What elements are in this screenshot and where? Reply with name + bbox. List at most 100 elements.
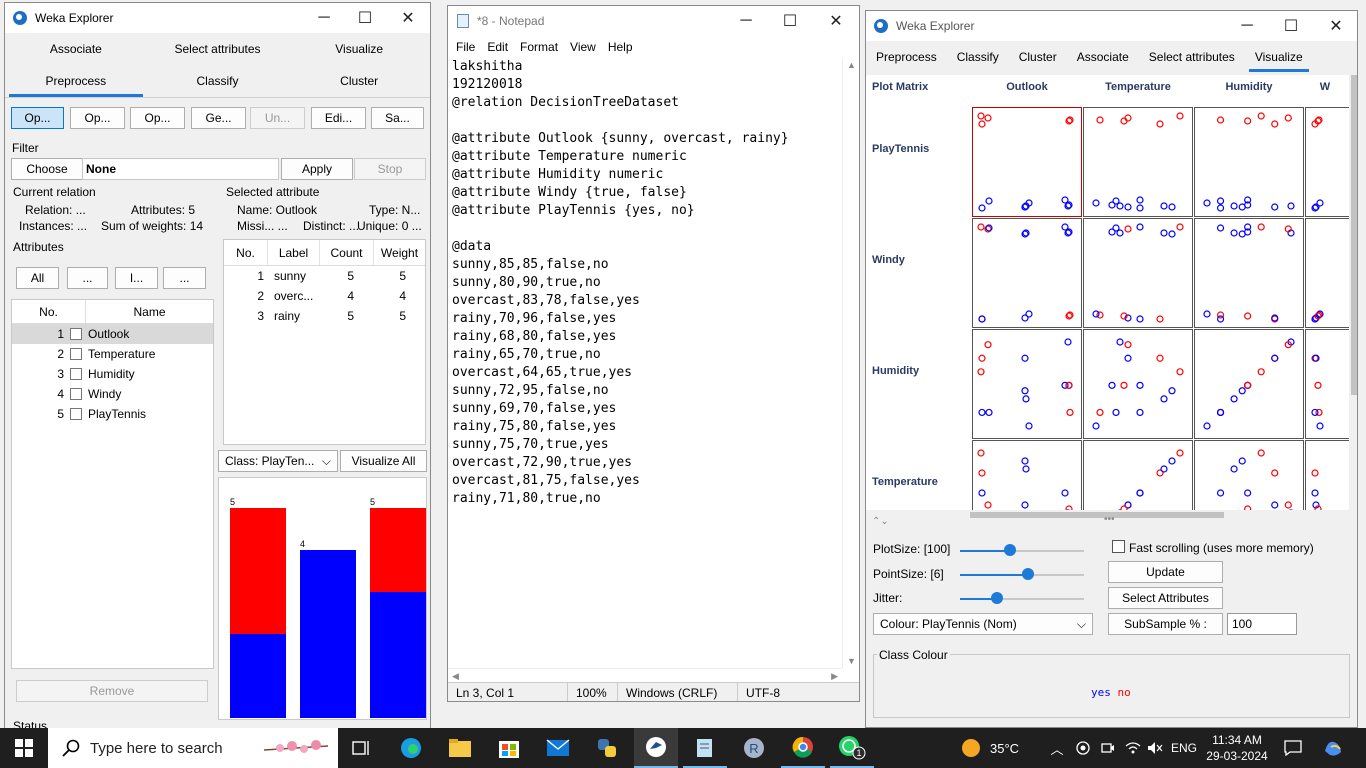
mail-icon[interactable] bbox=[536, 728, 580, 768]
tab-associate[interactable]: Associate bbox=[1076, 50, 1129, 64]
subsample-button[interactable]: SubSample % : bbox=[1108, 613, 1223, 635]
tab-select-attributes[interactable]: Select attributes bbox=[174, 42, 261, 56]
copilot-icon[interactable] bbox=[1316, 728, 1350, 768]
whatsapp-icon[interactable]: 1 bbox=[830, 728, 874, 768]
select-all-button[interactable]: All bbox=[16, 267, 59, 289]
scatter-cell[interactable] bbox=[972, 329, 1082, 439]
tab-cluster[interactable]: Cluster bbox=[1018, 50, 1057, 64]
choose-filter-button[interactable]: Choose bbox=[11, 158, 83, 180]
task-view-icon[interactable] bbox=[340, 728, 384, 768]
split-handle-icon[interactable]: ••• bbox=[1104, 514, 1115, 525]
chevron-up-icon[interactable]: ︿ bbox=[1050, 741, 1064, 757]
language-indicator[interactable]: ENG bbox=[1170, 741, 1197, 755]
update-button[interactable]: Update bbox=[1108, 561, 1223, 583]
table-row[interactable]: 1 sunny 5 5 bbox=[257, 269, 406, 283]
maximize-icon[interactable]: ☐ bbox=[782, 13, 798, 30]
plot-size-knob[interactable] bbox=[1003, 544, 1016, 556]
microsoft-store-icon[interactable] bbox=[487, 728, 531, 768]
menu-file[interactable]: File bbox=[456, 40, 476, 54]
pattern-button[interactable]: ... bbox=[163, 267, 206, 289]
open-db-button[interactable]: Op... bbox=[130, 107, 185, 129]
search-box[interactable]: Type here to search bbox=[48, 728, 338, 768]
table-row[interactable]: 3 rainy 5 5 bbox=[257, 309, 406, 323]
remove-button[interactable]: Remove bbox=[16, 680, 208, 702]
class-yes-label[interactable]: yes bbox=[1091, 686, 1111, 699]
jitter-knob[interactable] bbox=[991, 592, 1004, 604]
scatter-cell[interactable] bbox=[972, 107, 1082, 217]
close-icon[interactable]: ✕ bbox=[829, 13, 843, 30]
table-row[interactable]: 5 PlayTennis bbox=[57, 407, 147, 421]
title-bar[interactable]: Weka Explorer ─ ☐ ✕ bbox=[866, 11, 1357, 41]
text-editor[interactable]: lakshitha 192120018 @relation DecisionTree… bbox=[452, 58, 842, 668]
subsample-input[interactable]: 100 bbox=[1227, 613, 1297, 635]
point-size-knob[interactable] bbox=[1022, 568, 1035, 580]
invert-button[interactable]: I... bbox=[115, 267, 158, 289]
checkbox[interactable] bbox=[70, 328, 82, 340]
generate-button[interactable]: Ge... bbox=[191, 107, 246, 129]
open-url-button[interactable]: Op... bbox=[70, 107, 125, 129]
apply-button[interactable]: Apply bbox=[281, 158, 353, 180]
scroll-down-icon[interactable]: ▼ bbox=[847, 656, 856, 666]
scatter-cell[interactable] bbox=[1083, 107, 1193, 217]
table-row[interactable]: 4 Windy bbox=[57, 387, 122, 401]
maximize-icon[interactable]: ☐ bbox=[357, 10, 373, 27]
scatter-cell[interactable] bbox=[972, 218, 1082, 328]
scatter-cell[interactable] bbox=[1083, 329, 1193, 439]
tab-visualize[interactable]: Visualize bbox=[335, 42, 384, 56]
select-attributes-button[interactable]: Select Attributes bbox=[1108, 587, 1223, 609]
notepad-taskbar-icon[interactable] bbox=[683, 728, 727, 768]
scatter-cell[interactable] bbox=[1305, 440, 1349, 510]
scatter-cell[interactable] bbox=[1305, 218, 1349, 328]
scroll-right-icon[interactable]: ▶ bbox=[831, 671, 838, 681]
scatter-cell[interactable] bbox=[1083, 440, 1193, 510]
stop-button[interactable]: Stop bbox=[354, 158, 426, 180]
scatter-cell[interactable] bbox=[1083, 218, 1193, 328]
menu-format[interactable]: Format bbox=[520, 40, 559, 54]
minimize-icon[interactable]: ─ bbox=[740, 12, 752, 29]
select-none-button[interactable]: ... bbox=[67, 267, 108, 289]
tab-select-attributes[interactable]: Select attributes bbox=[1148, 50, 1235, 64]
tab-visualize[interactable]: Visualize bbox=[1245, 42, 1313, 72]
wifi-icon[interactable] bbox=[1122, 728, 1144, 768]
scatter-cell[interactable] bbox=[1305, 107, 1349, 217]
minimize-icon[interactable]: ─ bbox=[1241, 17, 1253, 34]
menu-edit[interactable]: Edit bbox=[487, 40, 509, 54]
meet-icon[interactable] bbox=[1097, 728, 1119, 768]
save-button[interactable]: Sa... bbox=[371, 107, 424, 129]
table-row[interactable]: 1 Outlook bbox=[12, 324, 213, 344]
tab-preprocess[interactable]: Preprocess bbox=[876, 50, 937, 64]
collapse-icon[interactable]: ⌃⌄ bbox=[872, 516, 889, 527]
tab-classify[interactable]: Classify bbox=[956, 50, 999, 64]
scroll-up-icon[interactable]: ▲ bbox=[847, 60, 856, 70]
start-button[interactable] bbox=[0, 728, 48, 768]
notifications-icon[interactable] bbox=[1278, 728, 1308, 768]
matrix-horizontal-scrollbar[interactable] bbox=[866, 510, 1349, 520]
edit-button[interactable]: Edi... bbox=[311, 107, 366, 129]
location-icon[interactable] bbox=[1072, 728, 1094, 768]
menu-help[interactable]: Help bbox=[607, 40, 633, 54]
weka-taskbar-icon[interactable] bbox=[634, 728, 678, 768]
checkbox[interactable] bbox=[70, 348, 82, 360]
file-explorer-icon[interactable] bbox=[438, 728, 482, 768]
fast-scrolling-checkbox[interactable] bbox=[1112, 540, 1125, 553]
scatter-cell[interactable] bbox=[1194, 107, 1304, 217]
r-icon[interactable]: R bbox=[732, 728, 776, 768]
class-select[interactable]: Class: PlayTen... ⌵ bbox=[218, 450, 338, 472]
checkbox[interactable] bbox=[70, 408, 82, 420]
close-icon[interactable]: ✕ bbox=[401, 10, 415, 27]
tab-cluster[interactable]: Cluster bbox=[340, 74, 379, 88]
undo-button[interactable]: Un... bbox=[250, 107, 305, 129]
close-icon[interactable]: ✕ bbox=[1329, 18, 1343, 35]
scatter-cell[interactable] bbox=[1194, 218, 1304, 328]
open-file-button[interactable]: Op... bbox=[11, 107, 64, 129]
tab-classify[interactable]: Classify bbox=[196, 74, 239, 88]
matrix-vertical-scrollbar[interactable] bbox=[1349, 75, 1357, 510]
scatter-cell[interactable] bbox=[1194, 440, 1304, 510]
python-icon[interactable] bbox=[585, 728, 629, 768]
colour-select[interactable]: Colour: PlayTennis (Nom) ⌵ bbox=[873, 613, 1093, 635]
scatter-cell[interactable] bbox=[1305, 329, 1349, 439]
table-row[interactable]: 3 Humidity bbox=[57, 367, 135, 381]
vertical-scrollbar[interactable]: ▲ ▼ bbox=[842, 58, 859, 668]
plot-size-slider[interactable] bbox=[960, 550, 1084, 552]
volume-muted-icon[interactable] bbox=[1144, 728, 1166, 768]
